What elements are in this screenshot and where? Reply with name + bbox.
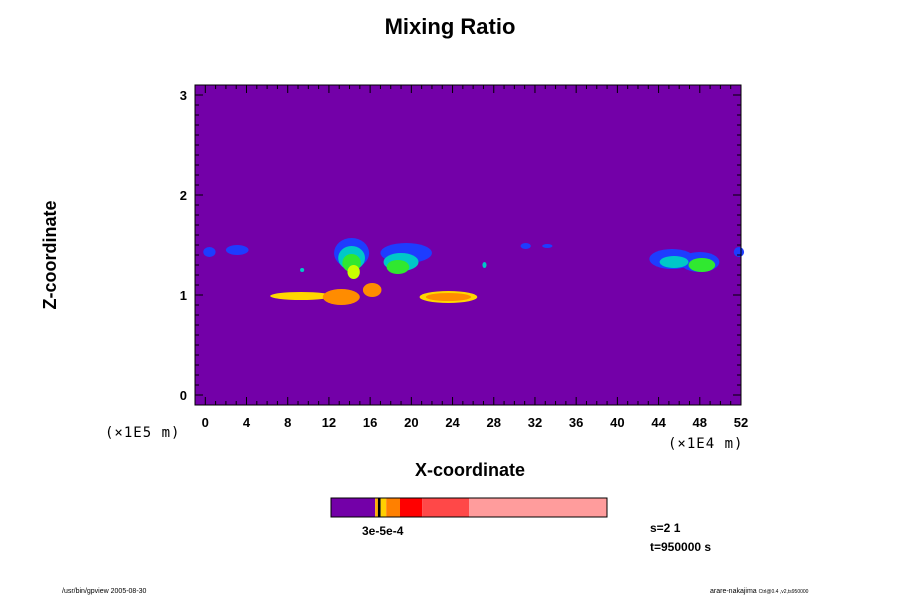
footer-right-suffix: Ctrl@0.4 ,v2,ts950000 bbox=[758, 589, 809, 595]
contour-blob-14 bbox=[520, 243, 531, 249]
footer-left: /usr/bin/gpview 2005-08-30 bbox=[62, 588, 147, 595]
contour-blob-22 bbox=[482, 262, 487, 268]
x-tick-label: 12 bbox=[322, 415, 336, 430]
heatmap-background bbox=[195, 85, 741, 405]
info-s: s=2 1 bbox=[650, 521, 681, 535]
y-tick-label: 3 bbox=[180, 88, 187, 103]
x-tick-label: 44 bbox=[651, 415, 666, 430]
x-tick-label: 16 bbox=[363, 415, 377, 430]
contour-blob-0 bbox=[203, 247, 216, 257]
footer-right-main: arare-nakajima bbox=[710, 588, 757, 595]
colorbar-segment-2 bbox=[377, 498, 381, 517]
colorbar-segment-1 bbox=[375, 498, 378, 517]
contour-blob-19 bbox=[688, 258, 716, 272]
y-tick-label: 1 bbox=[180, 288, 187, 303]
axis-ticks bbox=[194, 84, 742, 406]
x-axis-label: X-coordinate bbox=[414, 460, 525, 480]
contour-blob-1 bbox=[225, 245, 249, 255]
contour-blob-18 bbox=[659, 256, 689, 268]
colorbar bbox=[330, 497, 608, 518]
colorbar-segment-0 bbox=[331, 498, 376, 517]
y-axis-label: Z-coordinate bbox=[40, 200, 60, 310]
x-tick-label: 20 bbox=[404, 415, 418, 430]
x-tick-label: 36 bbox=[569, 415, 583, 430]
contour-blob-13 bbox=[425, 293, 472, 301]
contour-blob-10 bbox=[322, 289, 360, 305]
y-axis-unit: (×1E5 m) bbox=[105, 425, 181, 441]
x-axis-unit: (×1E4 m) bbox=[668, 436, 744, 452]
x-tick-label: 24 bbox=[445, 415, 460, 430]
y-tick-label: 0 bbox=[180, 388, 187, 403]
x-tick-label: 0 bbox=[202, 415, 209, 430]
x-tick-label: 28 bbox=[487, 415, 501, 430]
info-time: t=950000 s bbox=[650, 540, 712, 554]
colorbar-segment-4 bbox=[386, 498, 400, 517]
colorbar-label: 3e-5e-4 bbox=[362, 524, 404, 538]
x-tick-label: 4 bbox=[243, 415, 251, 430]
x-tick-label: 40 bbox=[610, 415, 624, 430]
colorbar-segment-7 bbox=[469, 498, 607, 517]
x-tick-label: 8 bbox=[284, 415, 291, 430]
colorbar-segment-6 bbox=[422, 498, 469, 517]
heatmap-contours bbox=[203, 238, 745, 305]
colorbar-segment-5 bbox=[400, 498, 423, 517]
footer-right: arare-nakajima Ctrl@0.4 ,v2,ts950000 bbox=[710, 588, 808, 595]
chart-title: Mixing Ratio bbox=[384, 14, 516, 39]
x-tick-label: 52 bbox=[734, 415, 748, 430]
contour-blob-9 bbox=[270, 292, 333, 300]
contour-blob-8 bbox=[386, 260, 410, 274]
contour-blob-11 bbox=[362, 283, 382, 297]
x-tick-label: 48 bbox=[693, 415, 707, 430]
colorbar-segment-3 bbox=[380, 498, 387, 517]
contour-blob-5 bbox=[347, 265, 360, 279]
x-tick-label: 32 bbox=[528, 415, 542, 430]
contour-blob-15 bbox=[542, 244, 553, 248]
contour-blob-21 bbox=[300, 268, 305, 272]
y-tick-label: 2 bbox=[180, 188, 187, 203]
contour-blob-20 bbox=[733, 247, 745, 257]
